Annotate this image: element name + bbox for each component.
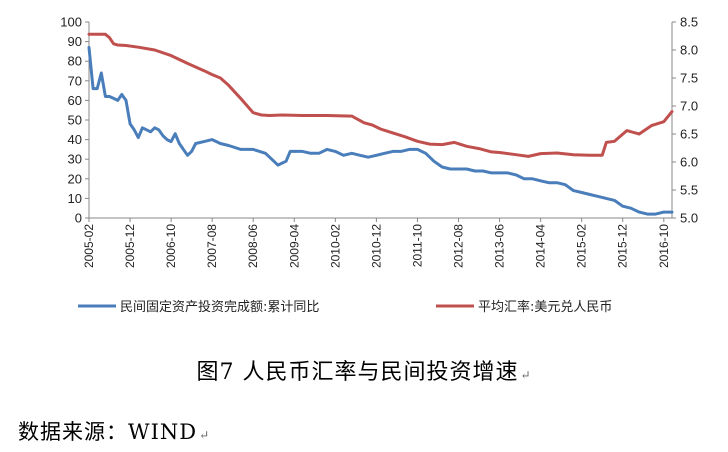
x-tick-label: 2009-04: [287, 224, 301, 268]
x-tick-label: 2015-12: [616, 224, 630, 268]
data-source: 数据来源：WIND ↵: [18, 420, 211, 444]
series-line-2: [87, 32, 674, 158]
left-tick-label: 60: [68, 93, 82, 108]
right-tick-label: 6.0: [680, 155, 698, 170]
right-tick-label: 5.5: [680, 183, 698, 198]
x-tick-label: 2005-12: [123, 224, 137, 268]
x-tick-label: 2007-08: [205, 224, 219, 268]
x-tick-label: 2008-06: [246, 224, 260, 268]
left-tick-label: 70: [68, 73, 82, 88]
x-tick-label: 2016-10: [657, 224, 671, 268]
left-tick-label: 100: [60, 15, 82, 30]
x-tick-label: 2010-12: [369, 224, 383, 268]
paragraph-mark-icon: ↵: [199, 428, 211, 442]
right-tick-label: 8.0: [680, 43, 698, 58]
paragraph-mark-icon: ↵: [520, 368, 532, 382]
x-tick-label: 2010-02: [328, 224, 342, 268]
right-tick-label: 8.5: [680, 15, 698, 30]
x-axis: 2005-02 2005-12 2006-10 2007-08 2008-06 2009-…: [82, 217, 672, 268]
right-tick-label: 5.0: [680, 211, 698, 226]
right-tick-label: 7.5: [680, 71, 698, 86]
legend-label-2: 平均汇率:美元兑人民币: [478, 299, 612, 315]
left-tick-label: 30: [68, 152, 82, 167]
figure-caption: 图7 人民币汇率与民间投资增速 ↵: [196, 360, 532, 385]
left-tick-label: 10: [68, 191, 82, 206]
series-line-1: [87, 46, 674, 216]
left-tick-label: 80: [68, 54, 82, 69]
x-tick-label: 2005-02: [82, 224, 96, 268]
x-tick-label: 2012-08: [452, 224, 466, 268]
x-tick-label: 2011-10: [410, 224, 424, 267]
x-tick-label: 2006-10: [164, 224, 178, 268]
right-tick-label: 7.0: [680, 99, 698, 114]
left-tick-label: 40: [68, 132, 82, 147]
left-tick-label: 90: [68, 34, 82, 49]
x-tick-label: 2014-04: [534, 224, 548, 268]
left-y-axis: 0 10 20 30 40 50 60 70 80 90 100: [60, 15, 90, 226]
legend-label-1: 民间固定资产投资完成额:累计同比: [120, 299, 319, 315]
series-layer: [87, 32, 674, 216]
left-tick-label: 0: [75, 211, 82, 226]
x-tick-label: 2013-06: [493, 224, 507, 268]
right-y-axis: 5.0 5.5 6.0 6.5 7.0 7.5 8.0 8.5: [671, 15, 698, 226]
x-tick-label: 2015-02: [575, 224, 589, 268]
left-tick-label: 50: [68, 113, 82, 128]
left-tick-label: 20: [68, 171, 82, 186]
line-chart: 0 10 20 30 40 50 60 70 80 90 100 5.0 5.5 6.0 6.5 7.0 7.…: [60, 15, 698, 316]
legend: 民间固定资产投资完成额:累计同比 平均汇率:美元兑人民币: [78, 299, 612, 315]
right-tick-label: 6.5: [680, 127, 698, 142]
